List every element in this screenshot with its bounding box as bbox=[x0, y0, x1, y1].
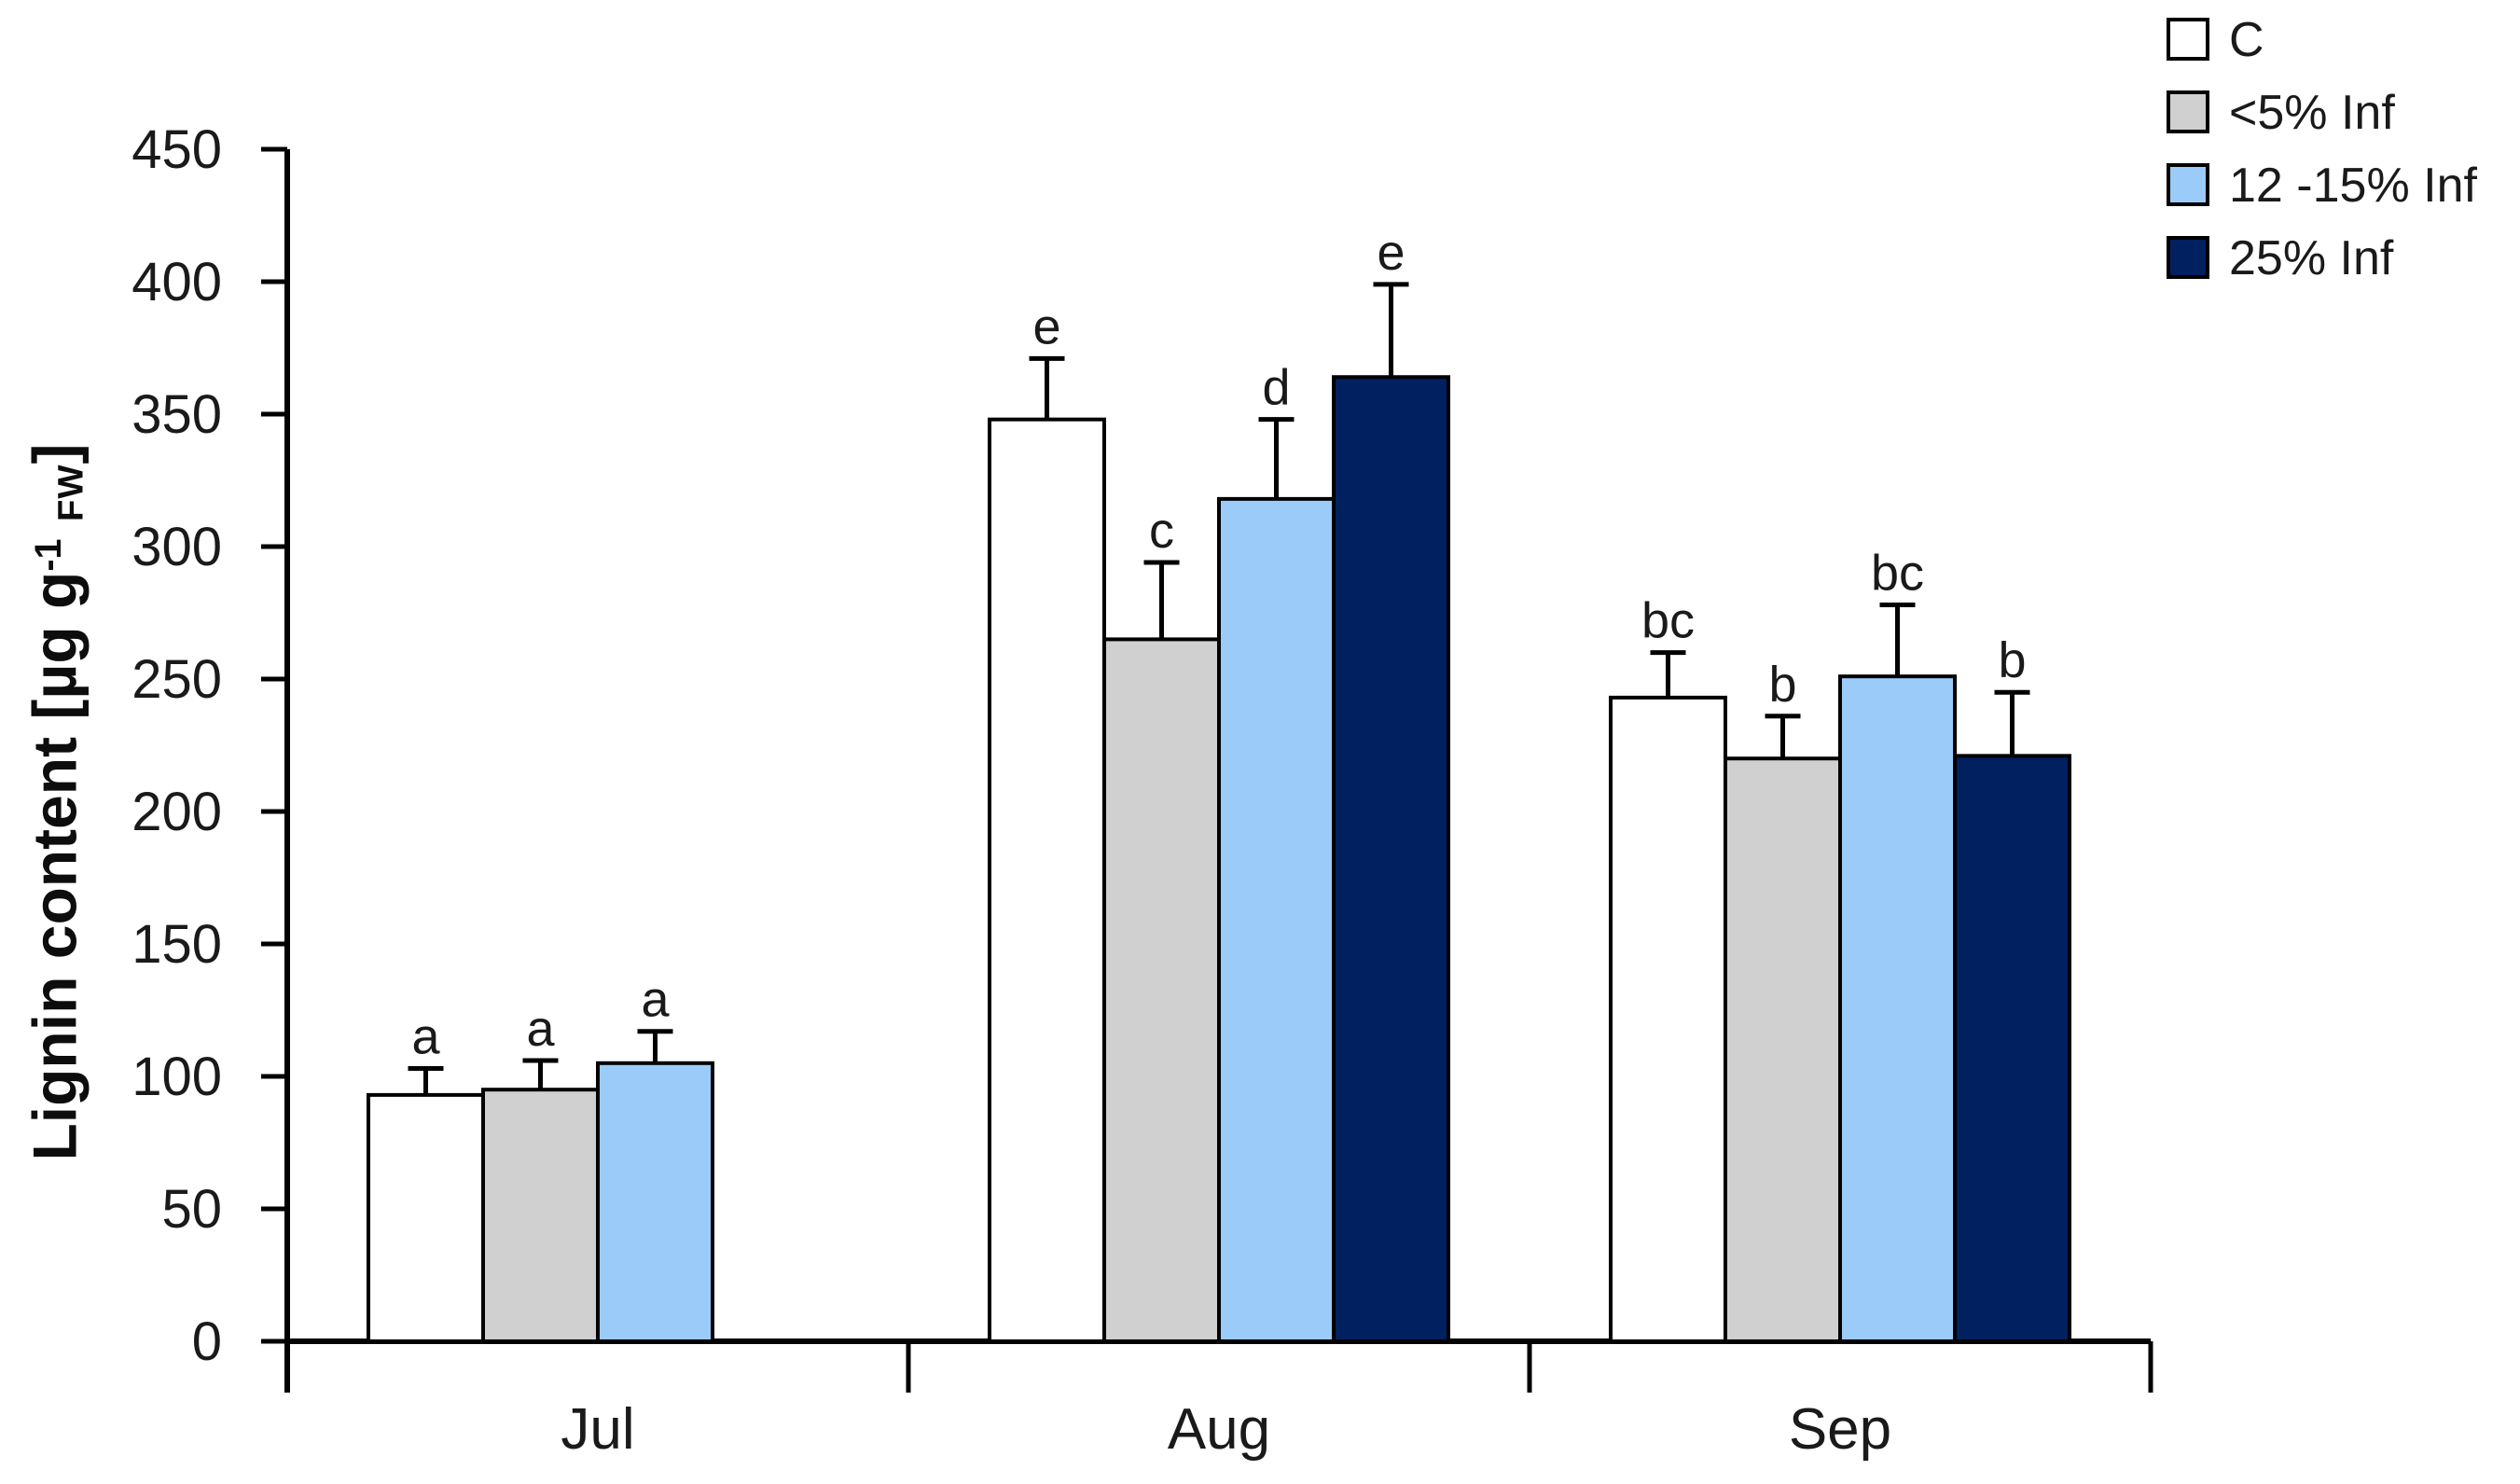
sig-letter-jul-c: a bbox=[411, 1008, 440, 1064]
y-tick-label-350: 350 bbox=[132, 384, 222, 445]
sig-letter-aug-12-15-inf: d bbox=[1262, 360, 1290, 416]
x-category-label-jul: Jul bbox=[561, 1397, 634, 1462]
bar-jul-12-15-inf bbox=[596, 1061, 714, 1344]
bar-sep-12-15-inf bbox=[1838, 674, 1957, 1343]
legend-label-25-inf: 25% Inf bbox=[2229, 231, 2394, 285]
legend-swatch-c bbox=[2167, 18, 2209, 61]
y-tick-label-200: 200 bbox=[132, 782, 222, 842]
y-axis-title-text: Lignin content [µg g bbox=[20, 571, 90, 1161]
legend-label-c: C bbox=[2229, 13, 2264, 67]
bar-sep-25-inf bbox=[1953, 754, 2071, 1343]
sig-letter-sep-c: bc bbox=[1641, 593, 1695, 649]
x-category-label-sep: Sep bbox=[1789, 1397, 1891, 1462]
sig-letter-sep-5-inf: b bbox=[1768, 657, 1796, 713]
y-tick-label-300: 300 bbox=[132, 517, 222, 577]
x-category-label-aug: Aug bbox=[1168, 1397, 1270, 1462]
sig-letter-aug-5-inf: c bbox=[1149, 503, 1174, 559]
y-tick-label-100: 100 bbox=[132, 1047, 222, 1107]
sig-letter-jul-5-inf: a bbox=[526, 1001, 555, 1057]
y-axis-title-closing-bracket: ] bbox=[20, 443, 90, 465]
y-tick-label-450: 450 bbox=[132, 119, 222, 180]
y-tick-label-50: 50 bbox=[161, 1179, 222, 1240]
y-axis-title-superscript: -1 bbox=[28, 538, 69, 572]
legend-swatch-25-inf bbox=[2167, 236, 2209, 279]
bar-sep-c bbox=[1609, 695, 1727, 1343]
sig-letter-sep-12-15-inf: bc bbox=[1871, 545, 1924, 601]
sig-letter-sep-25-inf: b bbox=[1998, 632, 2026, 688]
bar-aug-25-inf bbox=[1332, 375, 1450, 1343]
y-tick-label-0: 0 bbox=[192, 1311, 222, 1372]
sig-letter-aug-25-inf: e bbox=[1377, 225, 1405, 281]
legend-label-12-15-inf: 12 -15% Inf bbox=[2229, 159, 2477, 213]
y-tick-label-150: 150 bbox=[132, 914, 222, 975]
legend-label-5-inf: <5% Inf bbox=[2229, 86, 2395, 140]
legend-swatch-12-15-inf bbox=[2167, 163, 2209, 206]
bar-aug-5-inf bbox=[1102, 637, 1221, 1343]
sig-letter-jul-12-15-inf: a bbox=[641, 972, 670, 1028]
bar-aug-c bbox=[988, 417, 1106, 1343]
bar-sep-5-inf bbox=[1724, 756, 1842, 1343]
bar-jul-c bbox=[367, 1092, 485, 1343]
sig-letter-aug-c: e bbox=[1032, 298, 1060, 354]
bar-aug-12-15-inf bbox=[1217, 496, 1336, 1343]
y-axis-title: Lignin content [µg g-1 FW] bbox=[4, 149, 93, 1455]
legend-swatch-5-inf bbox=[2167, 90, 2209, 133]
y-axis-title-subscript: FW bbox=[50, 464, 91, 521]
y-tick-label-400: 400 bbox=[132, 252, 222, 312]
y-tick-label-250: 250 bbox=[132, 649, 222, 710]
bar-jul-5-inf bbox=[481, 1088, 600, 1343]
